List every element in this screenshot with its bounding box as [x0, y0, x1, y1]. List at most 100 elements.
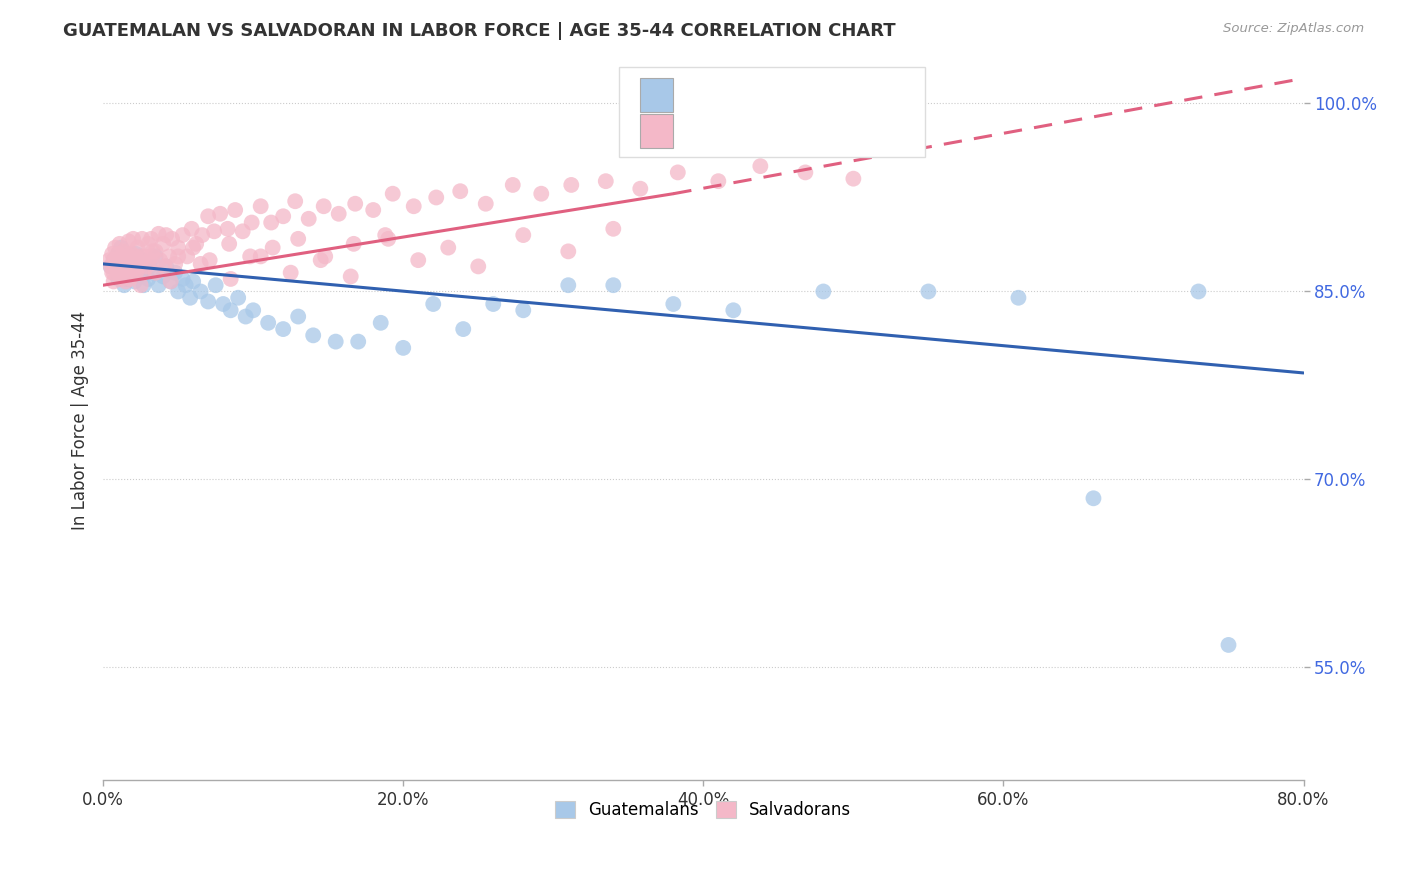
- Point: [794, 165, 817, 179]
- Point: [217, 222, 239, 236]
- Point: [377, 232, 399, 246]
- Point: [271, 209, 294, 223]
- Point: [117, 253, 139, 268]
- Point: [135, 260, 157, 274]
- Point: [271, 322, 294, 336]
- Point: [530, 186, 553, 201]
- Point: [314, 249, 336, 263]
- Point: [105, 261, 128, 276]
- Point: [197, 294, 219, 309]
- Point: [107, 247, 129, 261]
- Point: [104, 253, 127, 268]
- Point: [131, 232, 153, 246]
- Point: [110, 272, 132, 286]
- Text: 0.379: 0.379: [738, 119, 804, 137]
- Point: [103, 253, 125, 268]
- Point: [209, 207, 232, 221]
- Point: [127, 260, 149, 274]
- Point: [482, 297, 505, 311]
- Point: [122, 260, 145, 274]
- Point: [560, 178, 582, 192]
- FancyBboxPatch shape: [640, 113, 673, 148]
- Point: [1007, 291, 1029, 305]
- Point: [723, 303, 745, 318]
- Point: [159, 275, 181, 289]
- Point: [111, 266, 134, 280]
- Text: 73: 73: [868, 78, 900, 98]
- Point: [197, 209, 219, 223]
- Point: [110, 260, 132, 274]
- Point: [707, 174, 730, 188]
- Point: [406, 253, 429, 268]
- Point: [449, 184, 471, 198]
- Point: [114, 247, 136, 261]
- Point: [122, 266, 145, 280]
- Point: [287, 310, 309, 324]
- Point: [138, 253, 160, 268]
- Point: [212, 297, 235, 311]
- Point: [145, 266, 167, 280]
- Point: [374, 228, 396, 243]
- Point: [186, 236, 208, 251]
- Point: [136, 272, 159, 286]
- Point: [180, 222, 202, 236]
- Text: GUATEMALAN VS SALVADORAN IN LABOR FORCE | AGE 35-44 CORRELATION CHART: GUATEMALAN VS SALVADORAN IN LABOR FORCE …: [63, 22, 896, 40]
- Point: [103, 266, 125, 280]
- Point: [103, 275, 125, 289]
- Point: [224, 202, 246, 217]
- Point: [117, 260, 139, 274]
- Point: [114, 266, 136, 280]
- Point: [129, 249, 152, 263]
- Point: [149, 253, 172, 268]
- Point: [219, 272, 242, 286]
- Point: [666, 165, 689, 179]
- Text: Source: ZipAtlas.com: Source: ZipAtlas.com: [1223, 22, 1364, 36]
- Point: [132, 266, 155, 280]
- Point: [280, 266, 302, 280]
- Point: [114, 253, 136, 268]
- Point: [474, 196, 496, 211]
- Point: [121, 247, 143, 261]
- Point: [122, 232, 145, 246]
- Point: [239, 249, 262, 263]
- Point: [344, 196, 367, 211]
- Point: [112, 260, 135, 274]
- Point: [662, 297, 685, 311]
- Point: [121, 266, 143, 280]
- Point: [347, 334, 370, 349]
- Point: [262, 241, 284, 255]
- Point: [136, 236, 159, 251]
- Point: [108, 236, 131, 251]
- Point: [104, 241, 127, 255]
- Point: [257, 316, 280, 330]
- Point: [425, 190, 447, 204]
- Point: [115, 272, 138, 286]
- FancyBboxPatch shape: [640, 78, 673, 112]
- Point: [235, 310, 257, 324]
- Point: [132, 278, 155, 293]
- Point: [437, 241, 460, 255]
- Point: [226, 291, 249, 305]
- Text: -0.090: -0.090: [738, 78, 806, 98]
- Point: [467, 260, 489, 274]
- Point: [1083, 491, 1105, 506]
- Point: [120, 260, 142, 274]
- Point: [198, 253, 221, 268]
- Y-axis label: In Labor Force | Age 35-44: In Labor Force | Age 35-44: [72, 310, 89, 530]
- Point: [120, 261, 142, 276]
- Point: [125, 247, 148, 261]
- Point: [1218, 638, 1240, 652]
- Point: [557, 278, 579, 293]
- Point: [152, 269, 174, 284]
- Point: [134, 261, 156, 276]
- Point: [131, 253, 153, 268]
- Point: [131, 253, 153, 268]
- Text: 125: 125: [868, 119, 907, 137]
- Point: [108, 261, 131, 276]
- Point: [100, 260, 122, 274]
- Point: [172, 228, 194, 243]
- Point: [284, 194, 307, 209]
- Point: [107, 272, 129, 286]
- Point: [107, 247, 129, 261]
- Point: [181, 241, 204, 255]
